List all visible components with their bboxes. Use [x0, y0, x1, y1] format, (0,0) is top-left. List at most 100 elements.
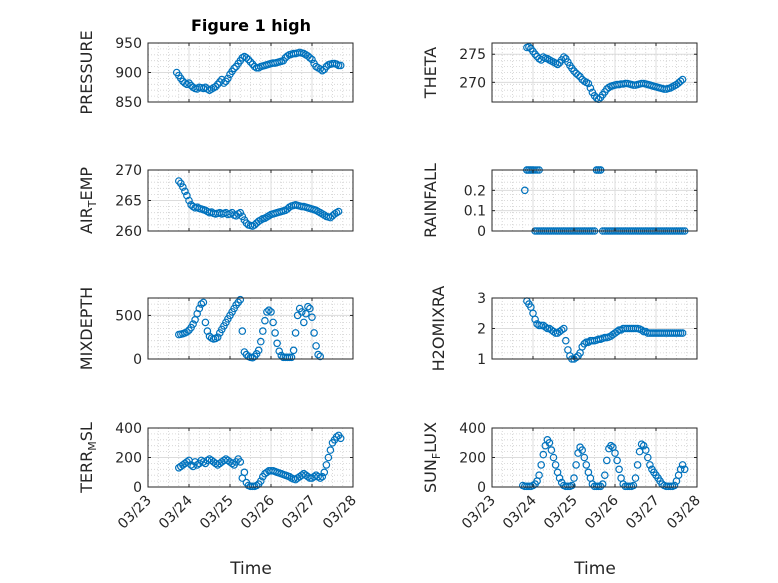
data-point — [537, 321, 546, 330]
y-tick-label: 270 — [459, 75, 486, 91]
data-point — [240, 468, 249, 477]
y-tick-label: 0 — [133, 480, 142, 496]
data-point — [637, 326, 646, 334]
data-point — [220, 79, 228, 87]
data-point — [258, 327, 267, 335]
data-point — [586, 84, 595, 92]
data-point — [326, 446, 335, 454]
data-point — [285, 353, 294, 362]
data-point — [572, 461, 580, 469]
data-point — [561, 336, 570, 345]
panel-air: 260 265 270 AIRTEMP — [77, 163, 354, 240]
x-axis-label-left: Time — [229, 559, 272, 579]
data-point — [177, 179, 185, 188]
data-point — [596, 482, 605, 491]
y-tick-label: 0.2 — [464, 183, 486, 199]
data-point — [631, 474, 640, 482]
data-point — [570, 67, 578, 75]
data-point — [613, 327, 621, 336]
data-point — [641, 446, 650, 454]
data-point — [201, 318, 210, 327]
data-point — [676, 77, 685, 86]
data-point — [236, 295, 245, 304]
data-point — [211, 82, 220, 91]
x-tick-label: 03/24 — [156, 492, 196, 532]
y-tick-label: 500 — [115, 308, 142, 324]
data-point — [551, 461, 560, 469]
data-point — [549, 453, 558, 462]
data-point — [633, 461, 642, 469]
data-point — [531, 50, 539, 59]
y-tick-label: 400 — [459, 421, 486, 437]
x-tick-label: 03/28 — [664, 493, 704, 533]
y-tick-label: 3 — [477, 291, 486, 307]
data-point — [213, 333, 222, 342]
y-tick-label: 270 — [115, 163, 142, 179]
data-point — [306, 53, 314, 62]
y-tick-label: 260 — [115, 224, 142, 240]
data-point — [678, 461, 687, 469]
data-point — [269, 318, 277, 327]
data-point — [539, 450, 548, 459]
data-point — [584, 79, 593, 88]
panel-rainfall: 0 0.1 0.2 RAINFALL — [421, 163, 698, 240]
data-point — [559, 53, 568, 61]
data-point — [678, 75, 687, 84]
data-point — [537, 461, 546, 469]
y-axis-label: PRESSURE — [77, 30, 96, 114]
data-point — [600, 471, 609, 480]
figure-title: Figure 1 high — [191, 16, 311, 35]
x-tick-label: 03/25 — [541, 493, 581, 533]
data-point — [676, 465, 685, 474]
x-tick-label: 03/25 — [197, 493, 237, 533]
data-point — [314, 350, 322, 359]
data-point — [185, 79, 193, 87]
data-point — [185, 196, 193, 205]
data-point — [602, 456, 611, 465]
y-axis-label: THETA — [421, 47, 440, 99]
y-tick-label: 0 — [477, 480, 486, 496]
y-tick-label: 200 — [459, 451, 486, 467]
y-tick-label: 1 — [477, 352, 486, 368]
x-axis-label-right: Time — [573, 559, 616, 579]
data-point — [297, 308, 306, 316]
data-point — [244, 55, 253, 64]
data-point — [189, 462, 197, 471]
data-point — [643, 453, 652, 462]
data-point — [559, 324, 568, 333]
data-point — [289, 346, 298, 355]
y-tick-label: 900 — [115, 66, 142, 82]
y-tick-label: 200 — [115, 451, 142, 467]
data-point — [670, 481, 679, 490]
x-tick-label: 03/24 — [500, 492, 540, 532]
y-tick-label: 275 — [459, 47, 486, 63]
data-point — [555, 474, 564, 482]
data-point — [611, 449, 619, 457]
data-point — [525, 43, 533, 51]
data-point — [678, 329, 687, 337]
panel-h2omixra: 1 2 3 H2OMIXRA — [429, 286, 698, 371]
data-point — [336, 434, 345, 443]
data-point — [306, 304, 314, 313]
data-point — [568, 481, 576, 490]
data-point — [520, 186, 529, 195]
data-point — [181, 187, 189, 196]
data-point — [607, 441, 615, 450]
panel-pressure: 850 900 950 PRESSURE — [77, 30, 354, 115]
data-point — [547, 446, 556, 454]
data-point — [572, 353, 580, 362]
data-point — [310, 329, 318, 337]
data-point — [254, 346, 263, 355]
x-tick-label: 03/27 — [279, 493, 319, 533]
data-point — [646, 461, 654, 469]
data-point — [256, 477, 265, 485]
data-point — [318, 472, 327, 481]
data-point — [570, 474, 578, 482]
data-point — [316, 65, 325, 73]
y-axis-label: AIRTEMP — [77, 167, 99, 234]
axes-box — [491, 42, 698, 103]
data-point — [238, 327, 247, 335]
panel-sun: 0 200 400 03/23 03/24 03/25 03/26 03/27 03/28 SUN… — [421, 421, 704, 532]
data-point — [179, 183, 187, 191]
